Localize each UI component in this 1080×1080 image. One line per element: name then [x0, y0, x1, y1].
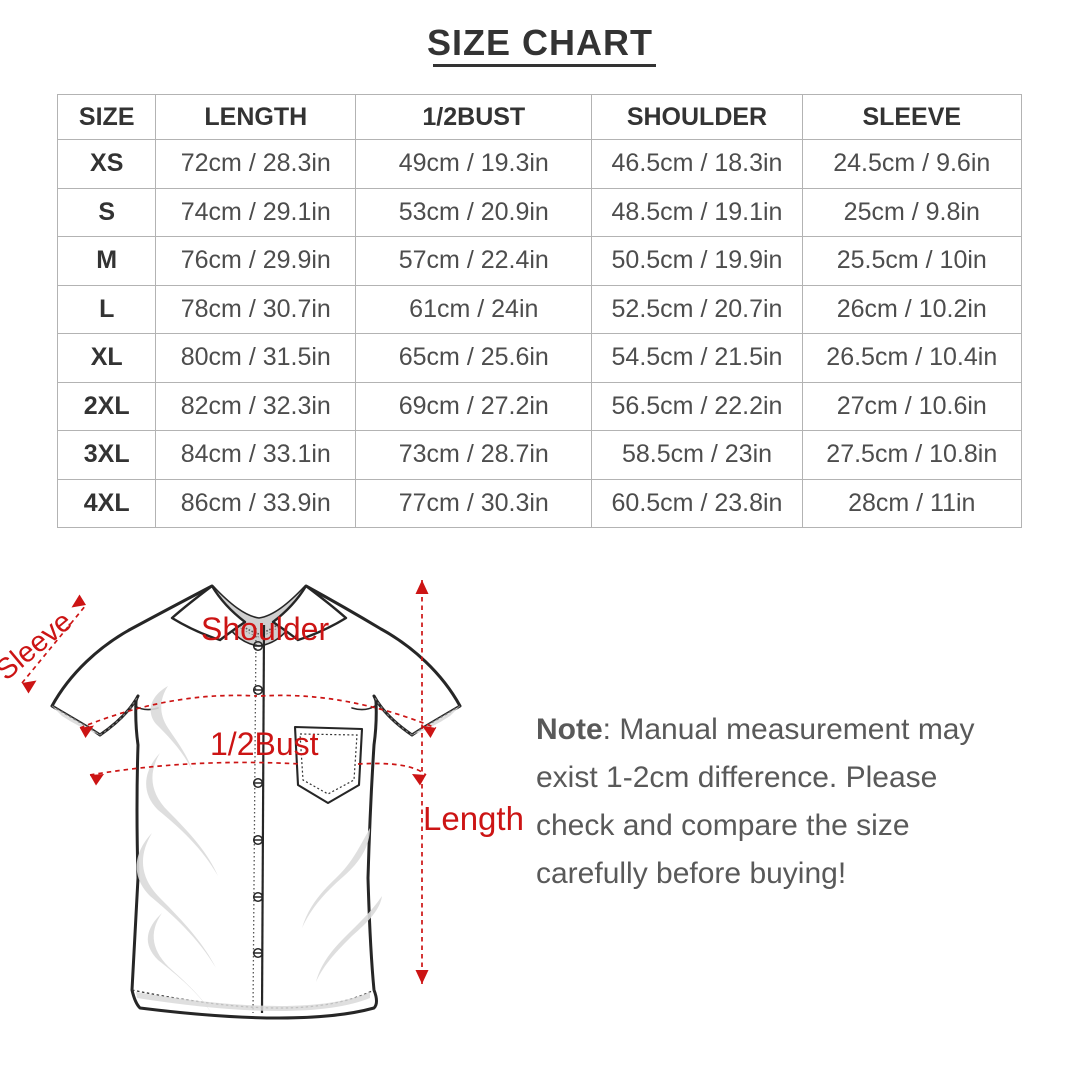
svg-text:Sleeve: Sleeve	[0, 605, 78, 687]
svg-text:Shoulder: Shoulder	[201, 611, 329, 647]
svg-text:1/2Bust: 1/2Bust	[210, 726, 319, 762]
